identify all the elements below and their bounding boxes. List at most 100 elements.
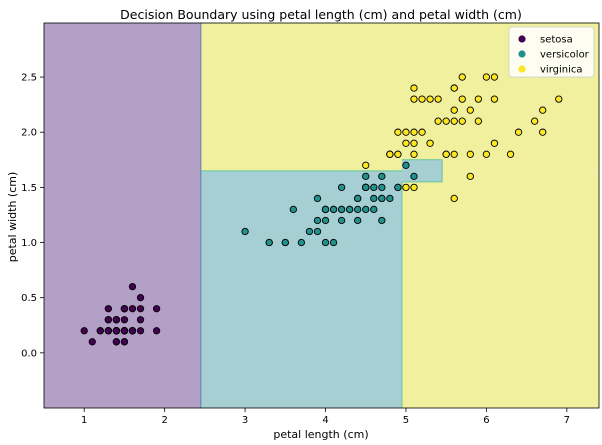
point-virginica xyxy=(490,73,499,81)
x-tick-label: 6 xyxy=(483,415,489,426)
point-setosa xyxy=(136,327,145,335)
point-virginica xyxy=(418,128,426,136)
point-virginica xyxy=(410,150,418,158)
point-setosa xyxy=(128,283,137,291)
point-virginica xyxy=(434,95,442,103)
point-versicolor xyxy=(297,238,306,247)
point-virginica xyxy=(442,150,450,158)
point-virginica xyxy=(474,95,482,103)
point-virginica xyxy=(466,172,474,180)
y-tick-label: 1.0 xyxy=(21,238,37,249)
legend-marker-setosa xyxy=(518,35,526,43)
x-tick-label: 2 xyxy=(161,415,167,426)
point-versicolor xyxy=(321,205,330,214)
point-virginica xyxy=(410,128,418,136)
point-setosa xyxy=(136,294,145,302)
point-virginica xyxy=(410,183,418,192)
x-tick-label: 1 xyxy=(81,415,87,426)
point-versicolor xyxy=(289,205,297,214)
point-virginica xyxy=(402,183,410,192)
point-virginica xyxy=(450,106,458,114)
point-virginica xyxy=(466,150,474,158)
point-versicolor xyxy=(241,227,249,236)
point-setosa xyxy=(128,305,137,313)
x-tick-label: 5 xyxy=(403,415,409,426)
point-versicolor xyxy=(378,216,386,225)
point-virginica xyxy=(410,95,418,103)
point-virginica xyxy=(531,117,539,125)
point-versicolor xyxy=(346,205,354,214)
point-versicolor xyxy=(402,161,410,169)
point-virginica xyxy=(362,161,370,169)
plot-frame xyxy=(43,22,600,409)
point-virginica xyxy=(450,117,458,125)
point-virginica xyxy=(450,150,458,158)
point-versicolor xyxy=(362,172,370,180)
point-virginica xyxy=(394,150,402,158)
point-virginica xyxy=(402,139,410,147)
point-virginica xyxy=(458,117,466,125)
point-versicolor xyxy=(370,183,378,192)
point-versicolor xyxy=(313,227,322,236)
point-virginica xyxy=(458,95,466,103)
point-virginica xyxy=(426,139,434,147)
point-setosa xyxy=(120,327,129,335)
y-tick-label: 2.5 xyxy=(21,73,37,84)
point-versicolor xyxy=(362,205,370,214)
y-axis-label: petal width (cm) xyxy=(6,172,19,263)
point-versicolor xyxy=(354,216,362,225)
point-virginica xyxy=(458,73,466,81)
point-setosa xyxy=(120,316,129,324)
point-versicolor xyxy=(321,238,330,247)
y-tick-label: 2.0 xyxy=(21,128,37,139)
point-versicolor xyxy=(329,205,338,214)
point-versicolor xyxy=(313,216,322,225)
point-versicolor xyxy=(386,194,394,203)
point-virginica xyxy=(394,128,402,136)
point-setosa xyxy=(104,316,112,324)
point-versicolor xyxy=(337,216,346,225)
point-virginica xyxy=(402,128,410,136)
point-setosa xyxy=(112,316,121,324)
point-virginica xyxy=(426,95,434,103)
point-setosa xyxy=(128,327,137,335)
point-virginica xyxy=(386,150,394,158)
point-virginica xyxy=(514,128,523,136)
point-setosa xyxy=(112,327,121,335)
point-virginica xyxy=(410,139,418,147)
chart-title: Decision Boundary using petal length (cm… xyxy=(120,7,522,22)
point-versicolor xyxy=(370,194,378,203)
point-setosa xyxy=(104,305,112,313)
point-setosa xyxy=(80,327,88,335)
point-versicolor xyxy=(362,183,370,192)
point-versicolor xyxy=(305,227,314,236)
point-versicolor xyxy=(394,183,402,192)
point-versicolor xyxy=(265,238,273,247)
point-setosa xyxy=(136,305,145,313)
point-versicolor xyxy=(378,194,386,203)
x-tick-label: 3 xyxy=(242,415,248,426)
point-virginica xyxy=(490,95,499,103)
x-tick-label: 7 xyxy=(564,415,570,426)
point-setosa xyxy=(152,327,161,335)
point-versicolor xyxy=(337,205,346,214)
x-axis-label: petal length (cm) xyxy=(273,428,368,441)
point-versicolor xyxy=(281,238,289,247)
region-virginica xyxy=(401,170,599,408)
point-versicolor xyxy=(337,183,346,192)
legend-box xyxy=(508,26,595,78)
point-versicolor xyxy=(329,238,338,247)
point-virginica xyxy=(434,117,442,125)
legend: setosa versicolor virginica xyxy=(508,26,595,78)
point-versicolor xyxy=(370,205,378,214)
legend-label-setosa: setosa xyxy=(540,35,573,46)
legend-label-virginica: virginica xyxy=(540,65,583,76)
point-versicolor xyxy=(354,205,362,214)
point-setosa xyxy=(136,316,145,324)
point-setosa xyxy=(96,327,104,335)
point-virginica xyxy=(506,150,515,158)
decision-regions xyxy=(44,23,599,408)
legend-marker-versicolor xyxy=(518,50,526,58)
y-tick-label: 0.5 xyxy=(21,293,37,304)
